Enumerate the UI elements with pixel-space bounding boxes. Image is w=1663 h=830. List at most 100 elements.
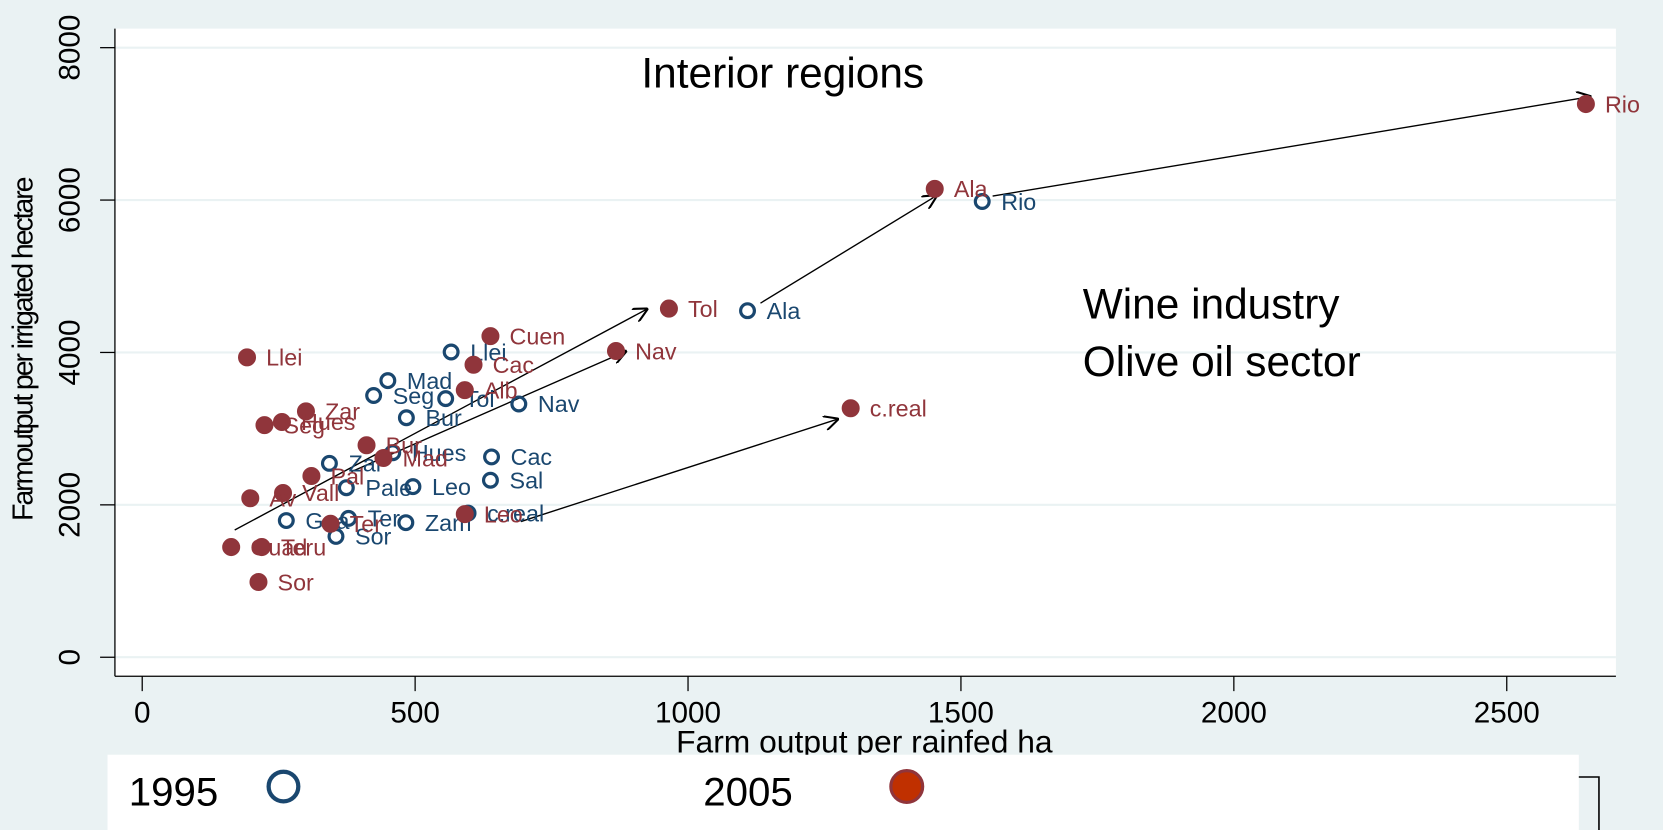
y-tick-label: 4000 <box>53 319 86 385</box>
point-label: Rio <box>1001 189 1036 215</box>
point-label: Tol <box>688 296 718 322</box>
point-label: Hues <box>412 440 466 466</box>
x-tick-label: 1500 <box>928 696 994 729</box>
point-label: Ter <box>368 506 401 532</box>
x-tick-label: 2500 <box>1474 696 1540 729</box>
point <box>404 478 422 496</box>
point <box>272 412 291 431</box>
point-label: Zar <box>325 399 360 425</box>
x-axis-label: Farm output per rainfed ha <box>676 724 1053 760</box>
point <box>464 355 483 374</box>
point-label: Cac <box>493 352 535 378</box>
point-label: Seg <box>284 412 325 438</box>
point <box>357 436 376 455</box>
point <box>321 514 340 533</box>
point <box>302 467 321 486</box>
point <box>249 573 268 592</box>
point <box>365 387 383 404</box>
arrow <box>351 351 627 473</box>
x-tick-label: 500 <box>390 696 440 729</box>
y-tick-label: 6000 <box>53 167 86 233</box>
point <box>739 302 757 320</box>
point-label: Sal <box>510 468 544 494</box>
point <box>481 471 499 489</box>
point <box>606 342 625 361</box>
point-label: c.real <box>487 500 544 526</box>
point <box>973 193 991 210</box>
chart-title: Interior regions <box>641 50 924 97</box>
point <box>238 348 257 367</box>
point <box>925 179 944 198</box>
legend-label: 2005 <box>703 770 793 815</box>
y-tick-label: 8000 <box>53 15 86 81</box>
point-label: Rio <box>1605 91 1640 117</box>
point-label: Bur <box>386 433 423 459</box>
legend-frame <box>1578 776 1600 830</box>
point-label: Sor <box>278 569 315 595</box>
point <box>510 395 528 413</box>
point <box>1576 95 1595 114</box>
point <box>277 512 295 530</box>
point-label: Hues <box>301 409 355 435</box>
point <box>222 538 241 557</box>
x-tick-label: 1000 <box>655 696 721 729</box>
legend-label: 1995 <box>129 770 219 815</box>
y-tick-label: 2000 <box>53 472 86 538</box>
point-label: Av <box>269 486 296 512</box>
point <box>841 399 860 418</box>
point <box>274 483 293 502</box>
point-label: Llei <box>266 345 302 371</box>
point <box>379 372 397 390</box>
arrow <box>234 308 648 531</box>
point-label: Mad <box>407 368 452 394</box>
legend-marker <box>889 769 925 805</box>
point-label: Nav <box>538 391 580 417</box>
legend <box>107 754 1579 830</box>
point <box>455 505 474 524</box>
point <box>397 514 415 532</box>
point-label: Leo <box>484 501 523 527</box>
arrow <box>520 419 839 523</box>
point <box>659 299 678 318</box>
point <box>337 479 355 497</box>
arrow <box>760 195 937 304</box>
point-label: Mad <box>403 445 448 471</box>
point <box>455 381 474 400</box>
point-label: Ala <box>954 176 988 202</box>
point-label: Pal <box>330 463 364 489</box>
point-label: Cac <box>511 444 553 470</box>
x-tick-label: 0 <box>134 696 151 729</box>
point-label: Cuen <box>510 323 566 349</box>
point-label: Teru <box>281 534 326 560</box>
point <box>252 538 271 557</box>
annotation: Wine industry <box>1083 281 1341 328</box>
point-label: Nav <box>635 338 677 364</box>
point <box>481 327 500 346</box>
arrow <box>992 96 1592 197</box>
y-tick-label: 0 <box>53 649 86 666</box>
point-label: Pale <box>365 475 412 501</box>
point-label: Bur <box>425 405 462 431</box>
legend-marker <box>266 769 301 804</box>
point <box>397 409 415 427</box>
point <box>437 390 455 408</box>
x-tick-label: 2000 <box>1201 696 1267 729</box>
point-label: c.real <box>870 396 927 422</box>
arrows <box>234 96 1592 531</box>
annotation: Olive oil sector <box>1083 338 1361 385</box>
point <box>296 402 315 421</box>
point-label: Ala <box>767 298 801 324</box>
point-label: Alb <box>484 377 518 403</box>
point <box>340 509 358 527</box>
point-label: Leo <box>432 474 471 500</box>
point-label: Ter <box>350 511 383 537</box>
point <box>374 448 393 468</box>
point <box>442 343 460 361</box>
point <box>320 454 338 472</box>
point <box>255 416 274 435</box>
point-label: Sor <box>355 524 392 550</box>
point-label: Vall <box>302 480 339 506</box>
point <box>483 448 501 466</box>
point-label: Seg <box>393 383 434 409</box>
